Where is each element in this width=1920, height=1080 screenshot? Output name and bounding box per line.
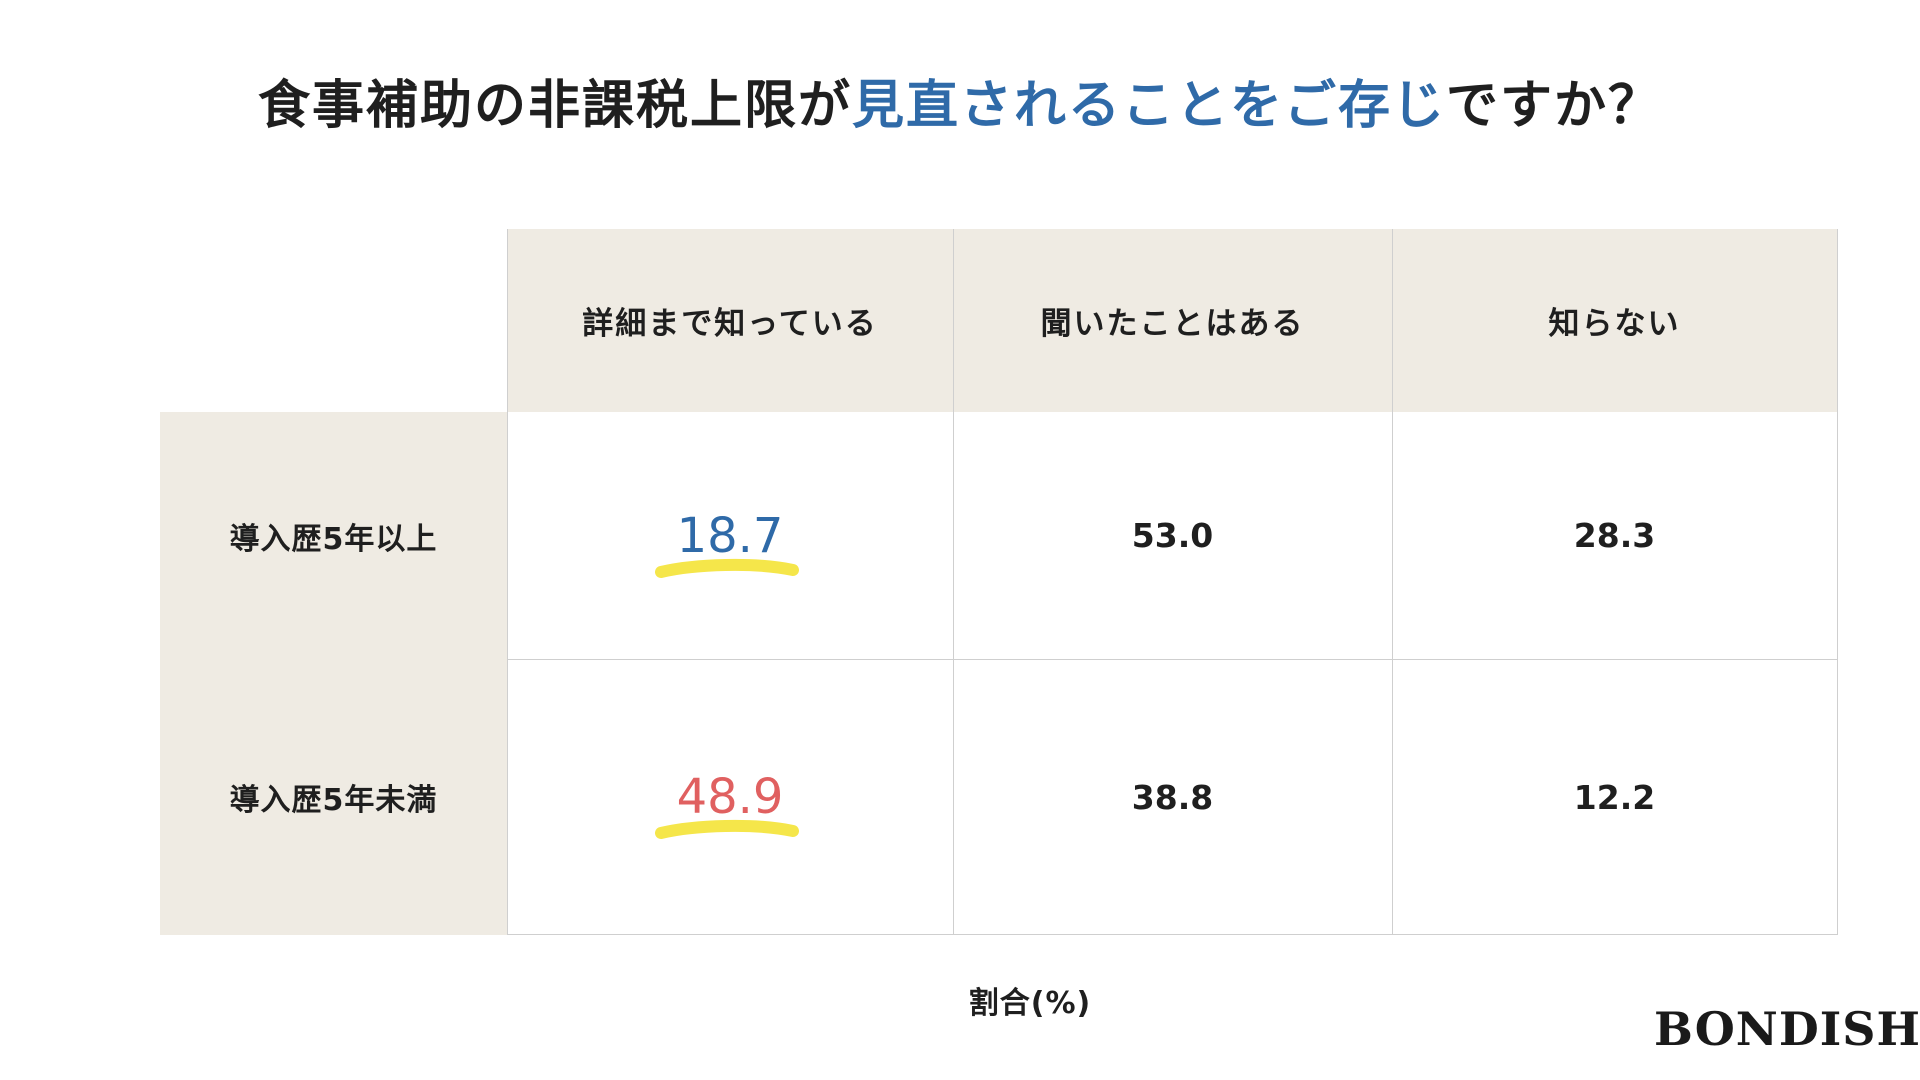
- column-header-heard: 聞いたことはある: [953, 229, 1392, 412]
- grid-line: [507, 934, 1838, 935]
- marker-highlight: [654, 819, 799, 839]
- row-header-under-5yrs: 導入歴5年未満: [160, 659, 507, 935]
- title-part-2: ですか？: [1446, 76, 1663, 136]
- table-cell-r2-c1: 48.9: [507, 659, 953, 935]
- chart-title: 食事補助の非課税上限が見直されることをご存じですか？: [0, 68, 1920, 144]
- title-part-1: 食事補助の非課税上限が: [257, 76, 852, 136]
- table-cell-r2-c3: 12.2: [1392, 659, 1837, 935]
- highlighted-value: 48.9: [654, 769, 799, 839]
- brand-logo: BONDISH: [1654, 1002, 1920, 1056]
- table-cell-r1-c2: 53.0: [953, 412, 1392, 659]
- grid-line: [507, 229, 508, 935]
- column-header-detail: 詳細まで知っている: [507, 229, 953, 412]
- marker-highlight: [654, 558, 799, 578]
- row-header-5yrs-plus: 導入歴5年以上: [160, 412, 507, 659]
- grid-line: [507, 659, 1838, 660]
- unit-label: 割合(%): [968, 986, 1092, 1021]
- grid-line: [1837, 229, 1838, 935]
- highlighted-value: 18.7: [654, 507, 799, 578]
- value-r1-c1: 18.7: [676, 507, 784, 564]
- table-cell-r1-c3: 28.3: [1392, 412, 1837, 659]
- title-accent: 見直されることをご存じ: [851, 76, 1446, 136]
- value-r2-c1: 48.9: [676, 769, 784, 825]
- grid-line: [953, 229, 954, 935]
- column-header-unknown: 知らない: [1392, 229, 1837, 412]
- grid-line: [1392, 229, 1393, 935]
- table-cell-r1-c1: 18.7: [507, 412, 953, 659]
- table-cell-r2-c2: 38.8: [953, 659, 1392, 935]
